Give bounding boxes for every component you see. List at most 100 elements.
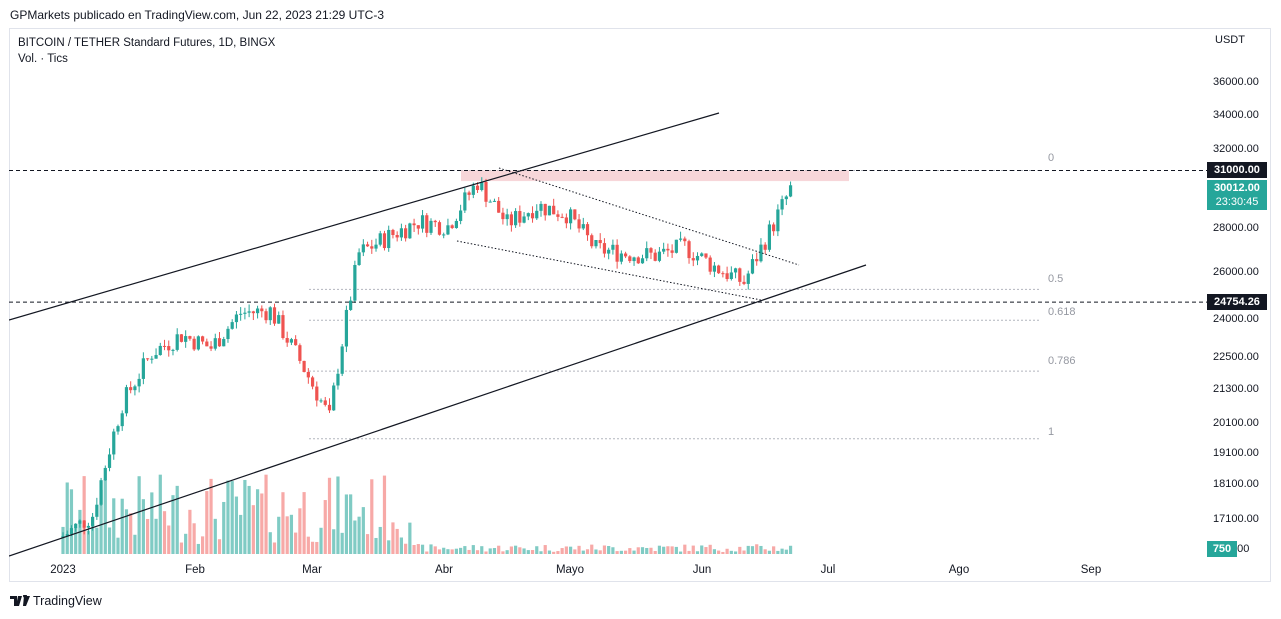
price-axis[interactable]: 36000.00 34000.00 32000.00 28000.00 2600… <box>1207 28 1271 582</box>
candle-body <box>526 213 530 217</box>
candle-body <box>107 454 112 468</box>
candle-body <box>120 413 124 427</box>
volume-bar <box>433 546 437 554</box>
candle-body <box>704 253 708 258</box>
volume-bar <box>577 545 581 554</box>
candle-body <box>628 256 632 262</box>
candle-body <box>657 251 662 261</box>
volume-bar <box>552 551 556 554</box>
candle-body <box>319 400 323 402</box>
volume-bar <box>788 545 793 554</box>
volume-bar <box>387 540 391 554</box>
x-tick: Ago <box>948 564 970 576</box>
candle-body <box>577 219 581 229</box>
candle-body <box>188 336 192 339</box>
volume-bar <box>704 547 708 554</box>
candle-body <box>137 378 141 387</box>
x-tick: Sep <box>1080 564 1102 576</box>
volume-bar <box>556 551 560 554</box>
candle-body <box>700 253 704 256</box>
candle-body <box>65 534 69 537</box>
volume-bar <box>272 542 277 554</box>
candle-body <box>488 201 492 203</box>
candle-body <box>247 311 251 313</box>
candle-body <box>653 252 657 261</box>
x-tick: Abr <box>435 564 453 576</box>
volume-bar <box>374 537 378 554</box>
symbol-title[interactable]: BITCOIN / TETHER Standard Futures, 1D, B… <box>18 37 276 49</box>
candle-body <box>607 249 611 254</box>
candle-body <box>146 358 150 360</box>
volume-bar <box>695 551 700 554</box>
volume-bar <box>310 541 315 554</box>
candle-body <box>560 216 564 218</box>
volume-bar <box>594 549 598 554</box>
volume-bar <box>378 526 382 554</box>
volume-bar <box>336 476 340 554</box>
volume-bar <box>412 545 416 554</box>
candle-body <box>721 273 725 275</box>
candle-body <box>353 264 357 301</box>
volume-bar <box>780 548 784 554</box>
candle-body <box>691 258 695 261</box>
y-tick: 32000.00 <box>1213 143 1259 155</box>
candle-body <box>708 257 712 272</box>
candle-body <box>374 244 378 249</box>
volume-bar <box>416 544 420 554</box>
candle-body <box>268 307 272 321</box>
price-chart[interactable] <box>9 28 1207 582</box>
candle-body <box>298 345 302 361</box>
candle-body <box>425 215 429 233</box>
candle-body <box>306 371 310 378</box>
volume-bar <box>628 548 632 554</box>
candle-body <box>598 240 602 244</box>
volume-bar <box>124 509 129 554</box>
candle-body <box>387 229 391 249</box>
candle-body <box>712 265 717 272</box>
volume-bar <box>247 485 251 554</box>
volume-bar <box>116 537 120 554</box>
candle-body <box>133 386 137 391</box>
volume-bar <box>234 496 239 554</box>
volume-bar <box>65 482 69 554</box>
y-tick: 19100.00 <box>1213 447 1259 459</box>
candle-body <box>294 339 298 346</box>
candle-body <box>391 229 395 236</box>
candle-body <box>344 309 349 347</box>
last-price-badge: 30012.00 23:30:45 <box>1207 180 1267 210</box>
candle-body <box>184 336 188 342</box>
candle-body <box>585 224 590 236</box>
candle-body <box>349 300 353 310</box>
candle-body <box>471 185 475 195</box>
candle-body <box>285 338 289 343</box>
volume-bar <box>717 550 721 554</box>
volume-bar <box>150 492 154 554</box>
candle-body <box>763 244 767 250</box>
x-tick: Mar <box>302 564 322 576</box>
volume-bar <box>74 527 78 554</box>
volume-bar <box>365 534 370 554</box>
volume-bar <box>759 545 763 554</box>
volume-bar <box>95 527 99 554</box>
candle-body <box>357 252 361 265</box>
chart-legend[interactable]: BITCOIN / TETHER Standard Futures, 1D, B… <box>18 35 275 67</box>
wedge-lower-line <box>456 240 762 301</box>
volume-bar <box>678 551 683 554</box>
candle-body <box>518 211 522 223</box>
volume-bar <box>784 549 788 554</box>
candle-body <box>340 346 344 374</box>
upper-channel-line <box>9 112 720 321</box>
volume-bar <box>657 545 662 554</box>
candle-body <box>95 504 99 517</box>
volume-bar <box>653 551 657 554</box>
volume-indicator-label[interactable]: Vol. · Tics <box>18 53 68 65</box>
candle-body <box>327 404 332 411</box>
volume-bars <box>61 474 793 554</box>
footer[interactable]: TradingView <box>10 594 102 608</box>
candle-body <box>623 253 628 257</box>
candle-body <box>437 222 442 235</box>
candle-body <box>171 349 175 351</box>
volume-bar <box>687 550 691 554</box>
volume-bar <box>750 546 755 554</box>
candle-body <box>788 185 793 197</box>
